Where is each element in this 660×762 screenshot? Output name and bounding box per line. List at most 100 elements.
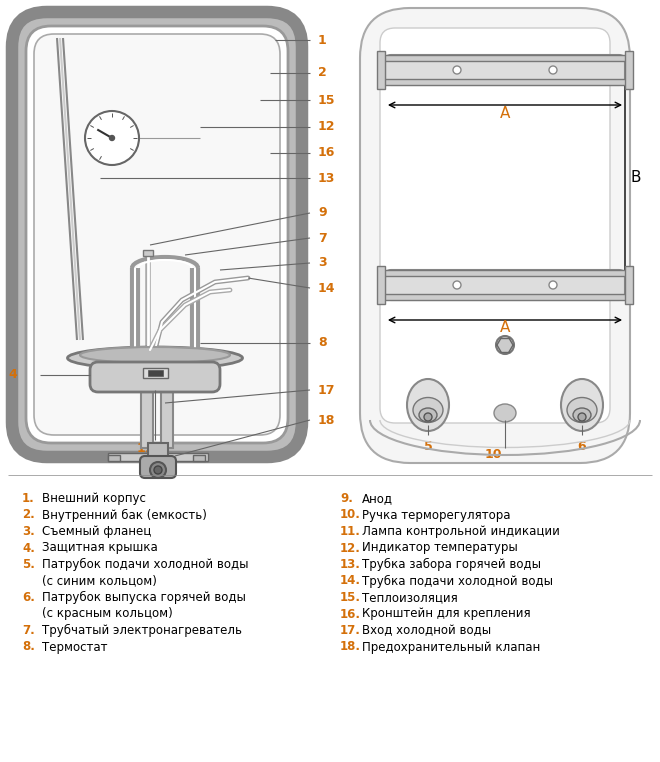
Text: Термостат: Термостат (42, 641, 108, 654)
Text: 6: 6 (578, 440, 586, 453)
Text: Предохранительный клапан: Предохранительный клапан (362, 641, 541, 654)
FancyBboxPatch shape (90, 362, 220, 392)
FancyBboxPatch shape (26, 26, 288, 443)
Text: 5: 5 (424, 440, 432, 453)
Ellipse shape (407, 379, 449, 431)
Bar (141, 390, 153, 448)
Text: A: A (500, 321, 510, 335)
Ellipse shape (494, 404, 516, 422)
Bar (380, 79, 630, 85)
Text: 12.: 12. (340, 542, 361, 555)
Bar (380, 294, 630, 300)
Text: Патрубок подачи холодной воды: Патрубок подачи холодной воды (42, 558, 249, 571)
Text: Лампа контрольной индикации: Лампа контрольной индикации (362, 525, 560, 538)
FancyBboxPatch shape (385, 270, 625, 300)
Text: (с синим кольцом): (с синим кольцом) (42, 575, 157, 588)
Text: 17: 17 (318, 383, 335, 396)
Text: B: B (631, 169, 642, 184)
Ellipse shape (573, 408, 591, 422)
Text: 13: 13 (318, 171, 335, 184)
Text: 10: 10 (484, 449, 502, 462)
Bar (108, 453, 208, 461)
Text: Ручка терморегулятора: Ручка терморегулятора (362, 508, 510, 521)
Text: Трубка подачи холодной воды: Трубка подачи холодной воды (362, 575, 553, 588)
Text: 1.: 1. (22, 492, 35, 505)
Text: Съемный фланец: Съемный фланец (42, 525, 151, 538)
FancyBboxPatch shape (34, 34, 280, 435)
Text: Патрубок выпуска горячей воды: Патрубок выпуска горячей воды (42, 591, 246, 604)
Text: 1: 1 (318, 34, 327, 46)
Bar (108, 455, 120, 461)
FancyBboxPatch shape (360, 8, 630, 463)
Text: 13.: 13. (340, 558, 361, 571)
Text: Трубка забора горячей воды: Трубка забора горячей воды (362, 558, 541, 571)
Text: 8.: 8. (22, 641, 35, 654)
Text: 12: 12 (318, 120, 335, 133)
Text: 2.: 2. (22, 508, 35, 521)
Text: Теплоизоляция: Теплоизоляция (362, 591, 458, 604)
Bar (380, 55, 630, 61)
Bar (625, 266, 633, 304)
Text: 7: 7 (318, 232, 327, 245)
Text: 4: 4 (8, 369, 16, 382)
Text: Анод: Анод (362, 492, 393, 505)
Text: 11: 11 (136, 441, 154, 454)
Ellipse shape (561, 379, 603, 431)
FancyBboxPatch shape (12, 12, 302, 457)
Text: 18: 18 (318, 414, 335, 427)
Text: 11.: 11. (340, 525, 361, 538)
Text: 5.: 5. (22, 558, 35, 571)
Circle shape (154, 466, 162, 474)
Ellipse shape (567, 398, 597, 422)
FancyBboxPatch shape (385, 55, 625, 85)
FancyBboxPatch shape (140, 456, 176, 478)
Text: (с красным кольцом): (с красным кольцом) (42, 607, 173, 620)
Bar (143, 368, 168, 378)
Text: 10.: 10. (340, 508, 361, 521)
Circle shape (110, 136, 114, 140)
Bar (377, 266, 385, 304)
Circle shape (424, 413, 432, 421)
Bar (625, 51, 633, 89)
Text: 8: 8 (318, 337, 327, 350)
Bar (143, 250, 153, 256)
Circle shape (496, 336, 514, 354)
Text: 6.: 6. (22, 591, 35, 604)
Text: 16: 16 (318, 146, 335, 159)
Circle shape (85, 111, 139, 165)
Circle shape (549, 281, 557, 289)
Ellipse shape (67, 347, 242, 369)
FancyBboxPatch shape (380, 28, 610, 423)
Text: 4.: 4. (22, 542, 35, 555)
Text: Защитная крышка: Защитная крышка (42, 542, 158, 555)
Ellipse shape (419, 408, 437, 422)
Bar (193, 455, 205, 461)
Circle shape (453, 281, 461, 289)
Text: A: A (500, 105, 510, 120)
Text: 9.: 9. (340, 492, 353, 505)
Text: Кронштейн для крепления: Кронштейн для крепления (362, 607, 531, 620)
Text: 14.: 14. (340, 575, 361, 588)
Text: Вход холодной воды: Вход холодной воды (362, 624, 491, 637)
Text: 15: 15 (318, 94, 335, 107)
Bar (161, 390, 173, 448)
Bar (148, 443, 168, 459)
Text: Внутренний бак (емкость): Внутренний бак (емкость) (42, 508, 207, 522)
Text: Индикатор температуры: Индикатор температуры (362, 542, 517, 555)
Ellipse shape (80, 347, 230, 363)
Circle shape (453, 66, 461, 74)
Text: 9: 9 (318, 207, 327, 219)
Text: 15.: 15. (340, 591, 361, 604)
Text: 18.: 18. (340, 641, 361, 654)
Text: 3: 3 (318, 257, 327, 270)
Text: Внешний корпус: Внешний корпус (42, 492, 146, 505)
Ellipse shape (413, 398, 443, 422)
Circle shape (150, 462, 166, 478)
Text: 3.: 3. (22, 525, 35, 538)
Text: 7.: 7. (22, 624, 35, 637)
Text: 16.: 16. (340, 607, 361, 620)
Bar (380, 270, 630, 276)
Bar (148, 370, 163, 376)
Bar (377, 51, 385, 89)
Text: 17.: 17. (340, 624, 361, 637)
